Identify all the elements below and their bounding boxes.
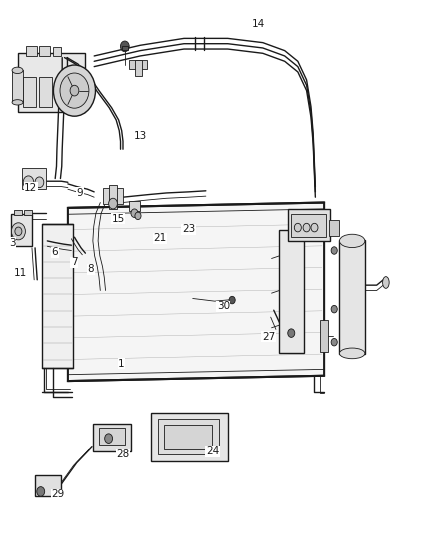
Circle shape (109, 198, 117, 209)
Circle shape (60, 73, 89, 108)
Circle shape (311, 223, 318, 232)
Bar (11, 214, 32, 246)
Bar (93, 424, 131, 451)
Circle shape (15, 227, 22, 236)
Text: 8: 8 (88, 264, 94, 274)
Bar (26, 46, 37, 56)
Text: 29: 29 (52, 489, 65, 499)
Bar (103, 188, 123, 204)
Bar (328, 220, 339, 236)
Bar (109, 185, 117, 209)
Ellipse shape (12, 67, 23, 74)
Circle shape (23, 176, 34, 189)
Circle shape (331, 247, 337, 254)
Circle shape (11, 223, 25, 240)
Bar (288, 209, 330, 241)
Text: 14: 14 (252, 19, 265, 29)
Bar (122, 46, 128, 50)
Text: 23: 23 (182, 224, 195, 234)
Text: 3: 3 (9, 238, 15, 247)
Bar (151, 413, 228, 461)
Text: 6: 6 (52, 247, 58, 257)
Circle shape (105, 434, 113, 443)
Bar (291, 214, 326, 237)
Text: 30: 30 (217, 302, 230, 311)
Bar (320, 320, 328, 352)
Ellipse shape (382, 277, 389, 288)
Circle shape (37, 487, 45, 496)
Bar (164, 425, 212, 449)
Circle shape (131, 209, 138, 217)
Circle shape (35, 177, 44, 188)
Text: 11: 11 (14, 268, 27, 278)
Bar (279, 230, 304, 353)
Text: 1: 1 (118, 359, 125, 368)
Bar (23, 77, 36, 107)
Bar (53, 47, 61, 56)
Bar (129, 201, 140, 211)
Text: 27: 27 (262, 332, 275, 342)
Circle shape (288, 329, 295, 337)
Circle shape (70, 85, 79, 96)
Bar (135, 60, 142, 76)
Text: 9: 9 (77, 188, 83, 198)
Circle shape (229, 296, 235, 304)
Circle shape (294, 223, 301, 232)
Text: 24: 24 (206, 447, 219, 456)
Bar (99, 428, 125, 445)
Circle shape (303, 223, 310, 232)
Bar (39, 46, 50, 56)
Text: 7: 7 (71, 257, 78, 267)
Bar (35, 475, 61, 496)
Polygon shape (68, 203, 324, 381)
Bar (42, 224, 73, 368)
Circle shape (331, 338, 337, 346)
Bar (14, 210, 22, 215)
Text: 13: 13 (134, 131, 147, 141)
Circle shape (53, 65, 95, 116)
Ellipse shape (12, 100, 23, 105)
Bar (12, 70, 23, 102)
Bar (129, 60, 147, 69)
Bar (39, 77, 52, 107)
Text: 15: 15 (112, 214, 125, 223)
Text: 28: 28 (116, 449, 129, 459)
Circle shape (135, 212, 141, 220)
Bar (24, 210, 32, 215)
Ellipse shape (339, 348, 365, 359)
Bar (22, 168, 46, 189)
Circle shape (331, 305, 337, 313)
Bar (339, 240, 365, 354)
Bar (158, 419, 219, 454)
Circle shape (120, 41, 129, 52)
Text: 21: 21 (153, 233, 166, 243)
Bar (18, 53, 85, 112)
Text: 12: 12 (24, 183, 37, 192)
Ellipse shape (339, 235, 365, 248)
